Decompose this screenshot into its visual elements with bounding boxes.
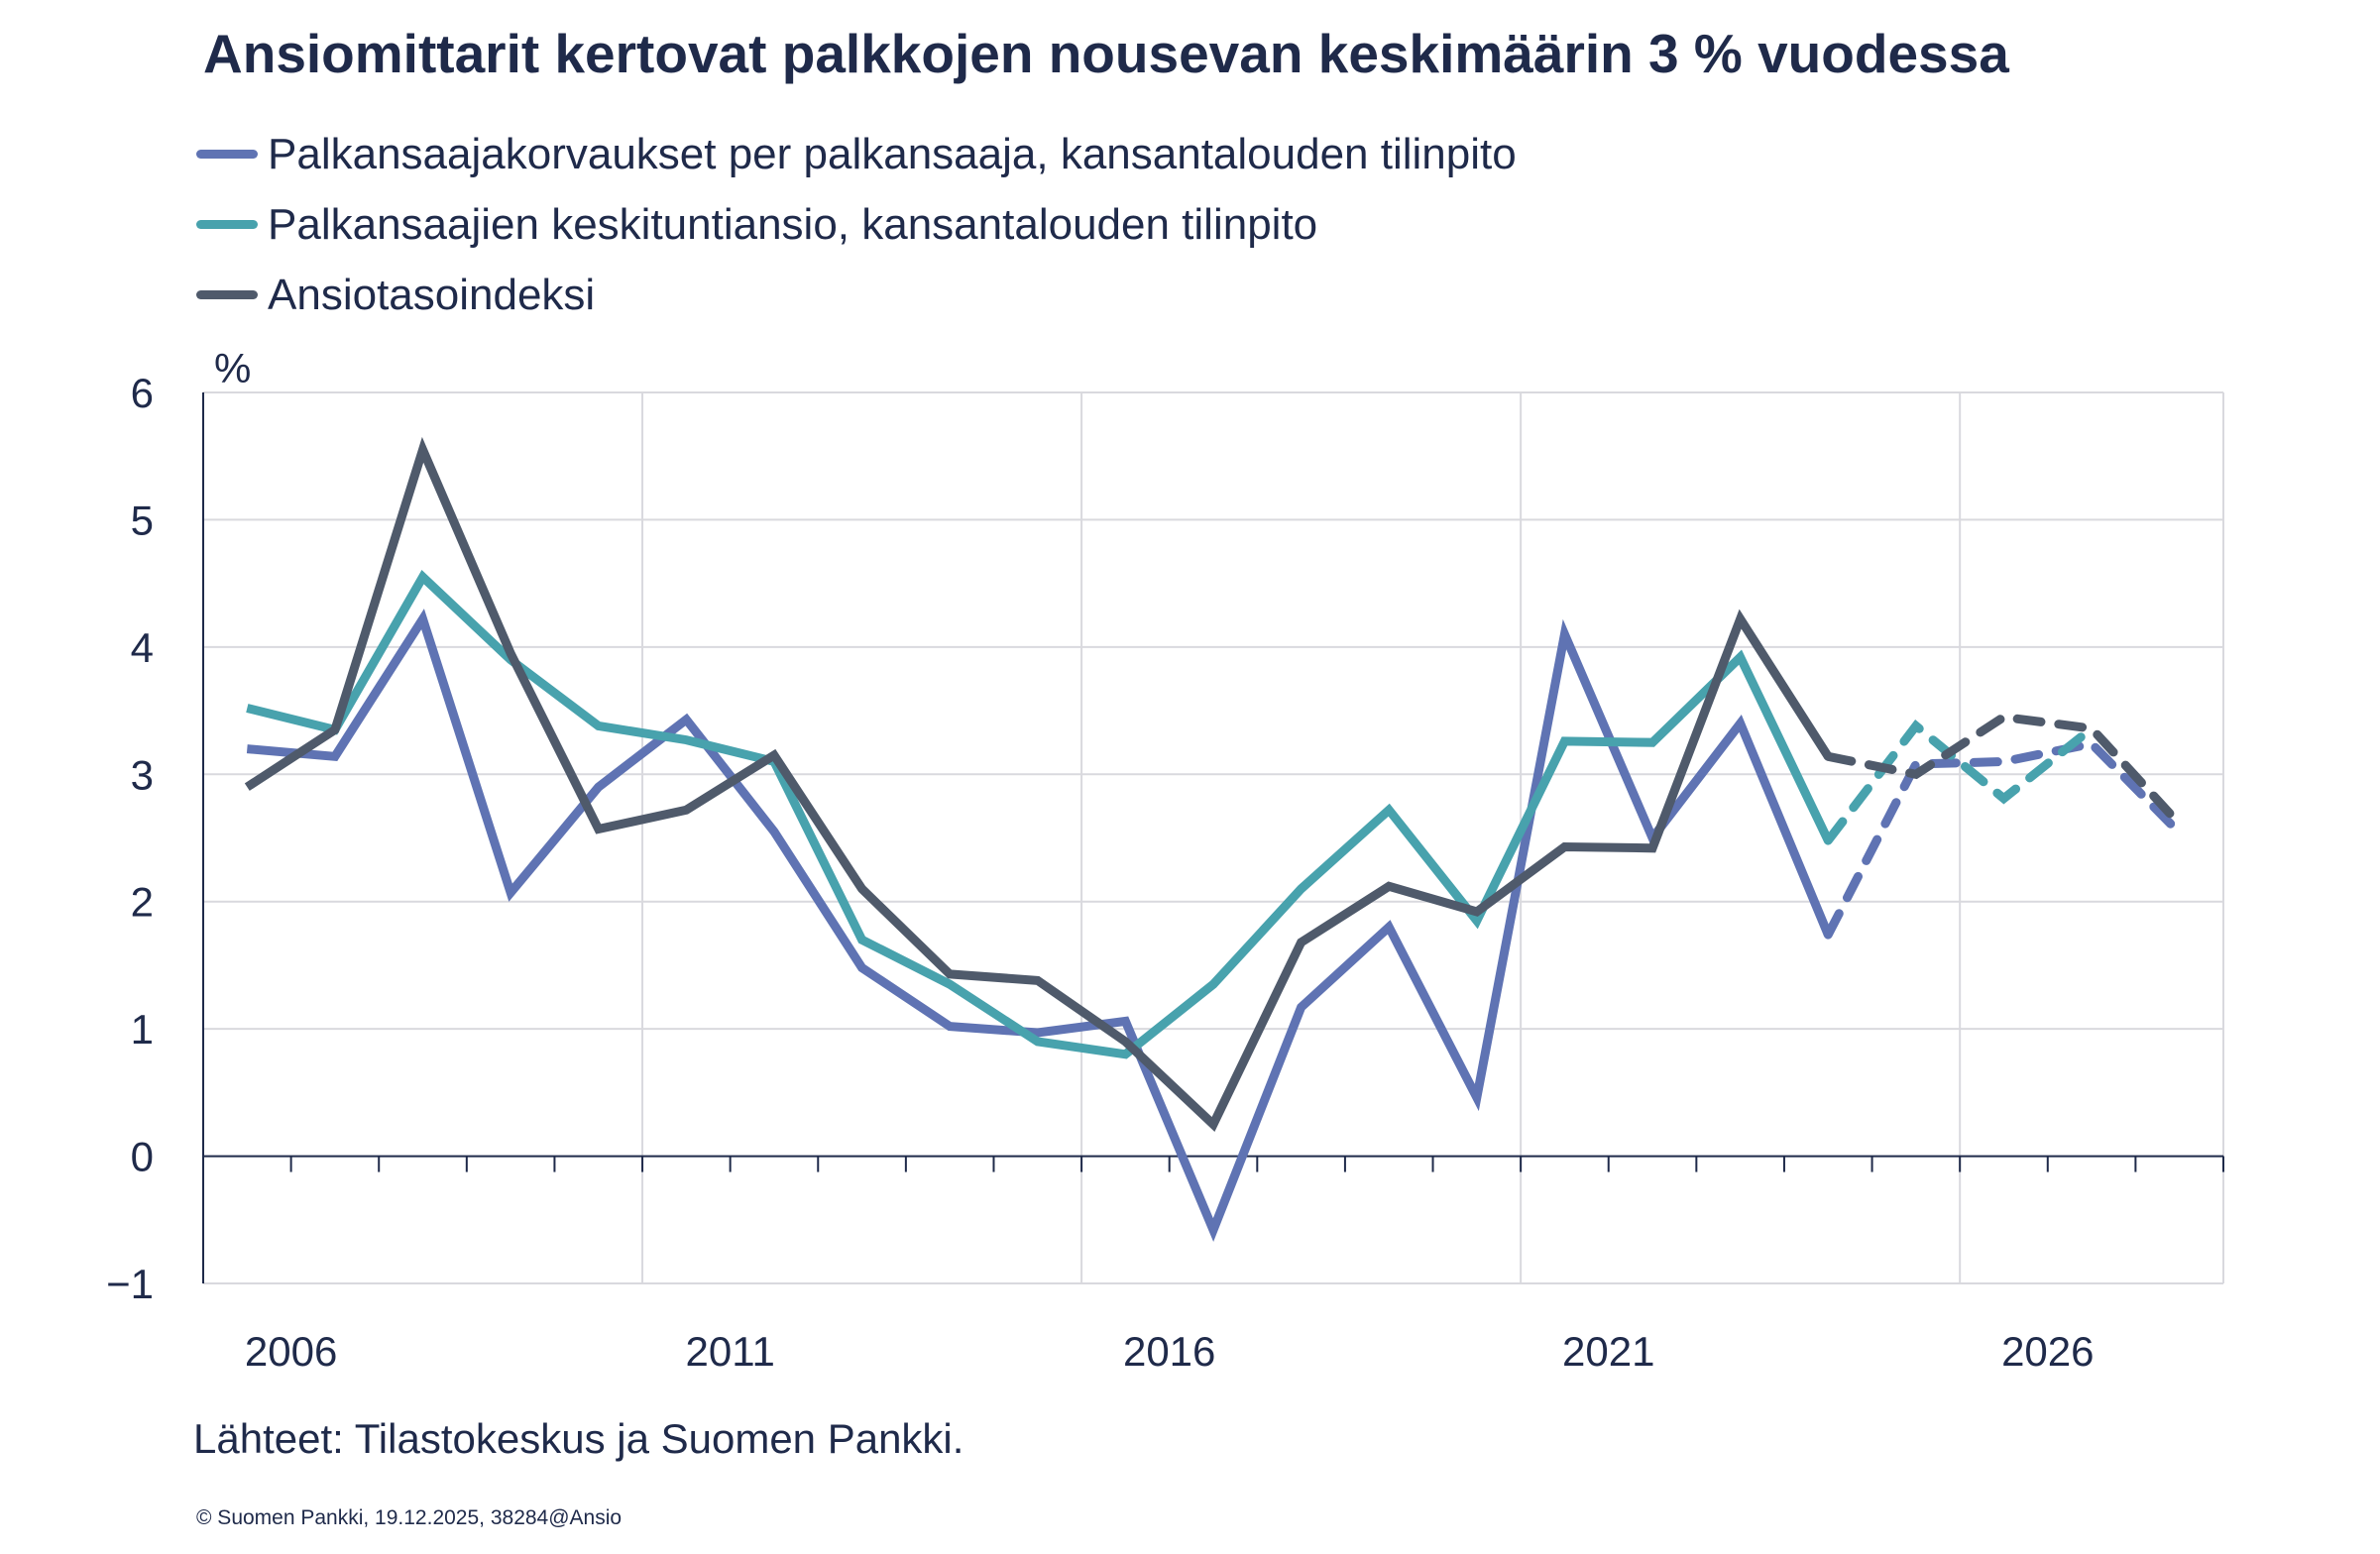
legend-item: Ansiotasoindeksi [196, 260, 1517, 330]
legend-swatch [196, 290, 258, 299]
legend-item: Palkansaajakorvaukset per palkansaaja, k… [196, 119, 1517, 189]
y-tick-label: 5 [131, 497, 154, 543]
x-tick-label: 2021 [1562, 1328, 1654, 1375]
y-tick-label: 6 [131, 370, 154, 416]
x-tick-label: 2011 [685, 1328, 774, 1375]
legend-swatch [196, 150, 258, 159]
series-forecast-line-1 [1823, 738, 2185, 940]
x-tick-label: 2026 [2001, 1328, 2094, 1375]
y-tick-label: −1 [106, 1261, 154, 1307]
legend-item: Palkansaajien keskituntiansio, kansantal… [196, 189, 1517, 260]
series-forecast-line-3 [1823, 712, 2185, 829]
x-tick-label: 2016 [1123, 1328, 1215, 1375]
series-line-1 [246, 609, 1833, 1242]
series-forecast-line-2 [1823, 720, 2097, 845]
x-tick-label: 2006 [245, 1328, 337, 1375]
y-tick-label: 2 [131, 879, 154, 926]
y-axis-unit: % [214, 345, 251, 391]
y-tick-label: 1 [131, 1006, 154, 1053]
series-line-3 [244, 436, 1833, 1132]
source-note: Lähteet: Tilastokeskus ja Suomen Pankki. [193, 1415, 964, 1462]
legend-label: Ansiotasoindeksi [268, 270, 596, 319]
legend: Palkansaajakorvaukset per palkansaaja, k… [196, 119, 1517, 330]
y-tick-label: 0 [131, 1134, 154, 1180]
legend-label: Palkansaajakorvaukset per palkansaaja, k… [268, 129, 1517, 178]
legend-label: Palkansaajien keskituntiansio, kansantal… [268, 199, 1318, 249]
y-tick-label: 3 [131, 751, 154, 798]
legend-swatch [196, 220, 258, 229]
copyright-note: © Suomen Pankki, 19.12.2025, 38284@Ansio [196, 1506, 623, 1529]
chart-title: Ansiomittarit kertovat palkkojen nouseva… [203, 23, 2009, 84]
y-tick-label: 4 [131, 624, 154, 671]
